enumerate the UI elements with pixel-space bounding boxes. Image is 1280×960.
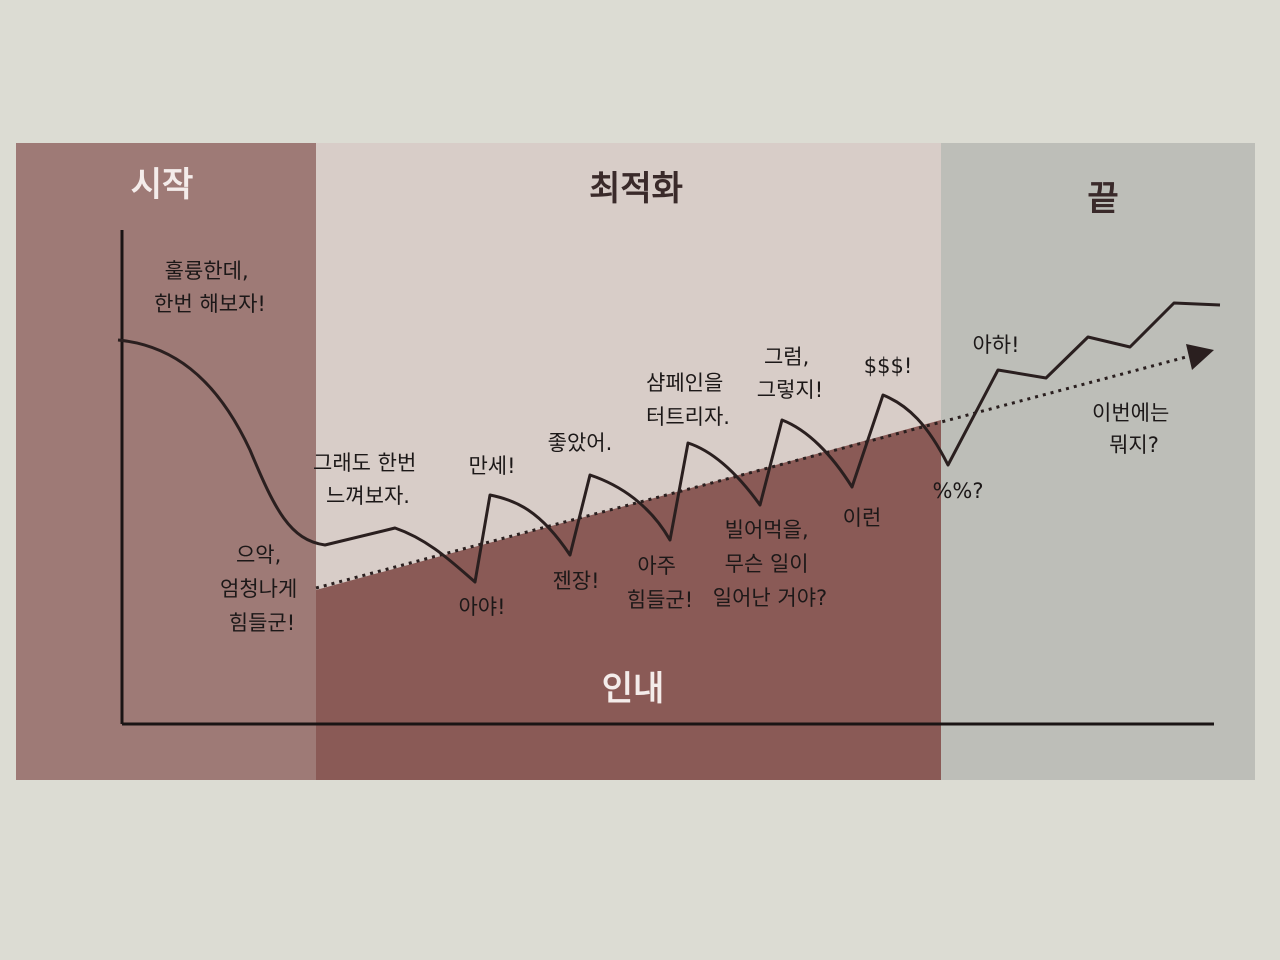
annotation-line: 뭐지? — [1109, 433, 1159, 457]
phase-label-patience: 인내 — [602, 669, 665, 709]
annotation-line: 그렇지! — [757, 378, 823, 402]
annotation-ouch: 아야! — [458, 595, 505, 619]
annotation-line: 무슨 일이 — [725, 552, 809, 576]
phase-label-start: 시작 — [131, 165, 194, 205]
annotation-aha: 아하! — [972, 333, 1019, 357]
start-band — [16, 143, 316, 780]
annotation-whats-next: 이번에는 뭐지? — [1092, 401, 1176, 457]
annotation-line: 한번 해보자! — [154, 292, 266, 316]
annotation-money: $$$! — [864, 354, 913, 378]
annotation-hooray: 만세! — [468, 454, 515, 478]
annotation-line: 그럼, — [764, 345, 809, 369]
annotation-champagne: 샴페인을 터트리자. — [646, 371, 730, 429]
annotation-line: 터트리자. — [646, 405, 730, 429]
end-band — [941, 143, 1255, 780]
annotation-confused: %%? — [932, 479, 983, 503]
annotation-line: 힘들군! — [229, 611, 295, 635]
annotation-so-hard: 아주 힘들군! — [627, 554, 693, 612]
annotation-line: 샴페인을 — [646, 371, 723, 395]
annotation-line: 느껴보자. — [326, 484, 410, 508]
annotation-line: 그래도 한번 — [313, 451, 416, 475]
annotation-line: 이번에는 — [1092, 401, 1169, 425]
trend-arrowhead — [1186, 344, 1214, 370]
phase-label-end: 끝 — [1087, 179, 1118, 219]
annotation-damn: 젠장! — [552, 569, 599, 593]
annotation-line: 빌어먹을, — [725, 518, 809, 542]
emotional-curve — [117, 301, 1221, 584]
annotation-line: 일어난 거야? — [713, 586, 827, 610]
annotation-good: 좋았어. — [548, 431, 613, 455]
patience-band — [316, 420, 941, 780]
annotation-ugh: 으악, 엄청나게 힘들군! — [220, 543, 304, 635]
annotation-line: 아주 — [637, 554, 676, 578]
annotation-line: 훌륭한데, — [165, 259, 249, 283]
annotation-line: 으악, — [236, 543, 281, 567]
annotation-what-happened: 빌어먹을, 무슨 일이 일어난 거야? — [713, 518, 827, 610]
annotation-try-again: 그래도 한번 느껴보자. — [313, 451, 423, 508]
annotation-great: 훌륭한데, 한번 해보자! — [154, 259, 266, 316]
annotation-oh-no: 이런 — [843, 506, 882, 530]
trend-arrow — [315, 354, 1191, 590]
annotation-right: 그럼, 그렇지! — [757, 345, 823, 402]
annotation-line: 힘들군! — [627, 588, 693, 612]
phase-label-optimization: 최적화 — [589, 169, 683, 209]
annotation-line: 엄청나게 — [220, 577, 297, 601]
axes — [120, 230, 1214, 726]
